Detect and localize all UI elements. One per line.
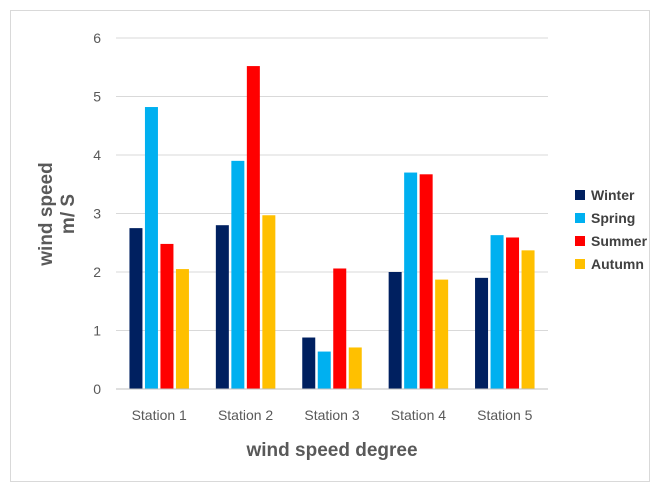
bar-winter-1 bbox=[129, 228, 143, 389]
bar-summer-5 bbox=[506, 237, 520, 389]
y-tick-label: 2 bbox=[93, 264, 101, 280]
bars bbox=[129, 66, 535, 389]
bar-autumn-5 bbox=[521, 250, 535, 389]
bar-autumn-4 bbox=[435, 279, 449, 389]
x-category-label: Station 3 bbox=[304, 407, 359, 423]
bar-autumn-3 bbox=[348, 347, 362, 389]
legend-swatch-summer bbox=[575, 236, 585, 246]
bar-spring-2 bbox=[231, 160, 245, 389]
y-tick-label: 1 bbox=[93, 323, 101, 339]
legend-label-winter: Winter bbox=[591, 187, 635, 203]
y-tick-label: 6 bbox=[93, 30, 101, 46]
legend-label-summer: Summer bbox=[591, 233, 648, 249]
bar-winter-3 bbox=[302, 337, 316, 389]
bar-autumn-1 bbox=[175, 269, 189, 389]
y-axis-title-line2: m/ S bbox=[58, 194, 79, 234]
bar-winter-4 bbox=[388, 272, 402, 389]
x-category-label: Station 1 bbox=[132, 407, 187, 423]
bar-spring-1 bbox=[144, 107, 158, 389]
chart-frame bbox=[10, 10, 650, 482]
y-axis-title-line1: wind speed bbox=[36, 162, 57, 266]
legend-label-autumn: Autumn bbox=[591, 256, 644, 272]
bar-autumn-2 bbox=[262, 215, 276, 389]
y-tick-labels: 0 1 2 3 4 5 6 bbox=[93, 30, 101, 397]
legend-swatch-spring bbox=[575, 213, 585, 223]
legend-swatch-autumn bbox=[575, 259, 585, 269]
bar-winter-2 bbox=[215, 225, 229, 389]
bar-summer-1 bbox=[160, 243, 174, 389]
bar-summer-3 bbox=[333, 268, 347, 389]
bar-spring-4 bbox=[404, 172, 418, 389]
category-labels: Station 1 Station 2 Station 3 Station 4 Stat… bbox=[132, 407, 533, 423]
y-tick-label: 4 bbox=[93, 147, 101, 163]
x-category-label: Station 2 bbox=[218, 407, 273, 423]
bar-summer-4 bbox=[419, 174, 433, 389]
x-category-label: Station 4 bbox=[391, 407, 446, 423]
y-tick-label: 3 bbox=[93, 206, 101, 222]
x-axis-title: wind speed degree bbox=[245, 440, 417, 461]
legend-swatch-winter bbox=[575, 190, 585, 200]
y-tick-label: 0 bbox=[93, 381, 101, 397]
legend: Winter Spring Summer Autumn bbox=[575, 187, 648, 272]
bar-spring-3 bbox=[317, 351, 331, 389]
bar-winter-5 bbox=[475, 277, 489, 389]
bar-spring-5 bbox=[490, 235, 504, 389]
y-tick-label: 5 bbox=[93, 89, 101, 105]
bar-summer-2 bbox=[246, 66, 260, 389]
x-category-label: Station 5 bbox=[477, 407, 532, 423]
legend-label-spring: Spring bbox=[591, 210, 635, 226]
